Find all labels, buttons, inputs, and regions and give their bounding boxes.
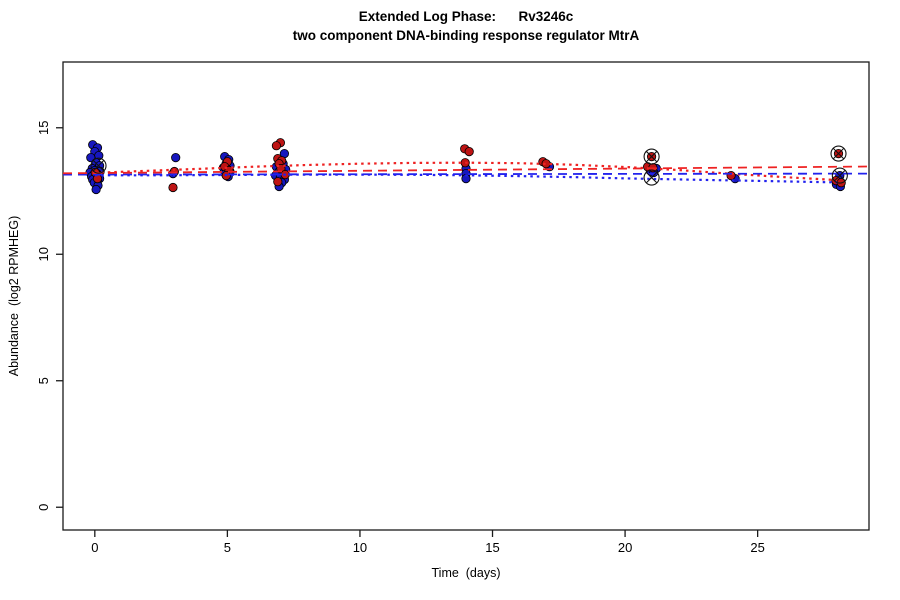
x-axis-label: Time (days) [431, 566, 501, 580]
x-axis-tick-label: 20 [618, 540, 632, 555]
y-axis-tick-label: 10 [36, 247, 51, 261]
x-axis-tick-label: 0 [91, 540, 98, 555]
flagged-point-x-icon [645, 150, 658, 163]
x-axis-tick-label: 15 [485, 540, 499, 555]
data-point-red [726, 171, 736, 181]
y-axis-tick-label: 0 [36, 504, 51, 511]
flagged-point-circle-icon [643, 148, 660, 165]
x-axis-tick-label: 25 [750, 540, 764, 555]
data-point-blue [91, 184, 101, 195]
y-axis-tick-label: 5 [36, 377, 51, 384]
y-axis-tick-label: 15 [36, 121, 51, 135]
plot-box [62, 61, 870, 531]
flagged-point-x-icon [645, 171, 658, 184]
y-axis-label: Abundance (log2 RPMHEG) [7, 215, 21, 377]
chart-title: Extended Log Phase: Rv3246c [358, 9, 574, 24]
data-point-red [168, 182, 178, 193]
flagged-point-x-icon [834, 169, 846, 182]
data-point-red [271, 141, 281, 151]
trend-line-red-loess-dotted [94, 161, 838, 182]
data-point-red [92, 174, 103, 184]
x-axis-tick-label: 5 [224, 540, 231, 555]
flagged-point-x-icon [92, 160, 105, 172]
flagged-point-x-icon [832, 147, 845, 160]
data-point-red [464, 147, 474, 157]
flagged-point-circle-icon [830, 145, 847, 162]
x-axis-tick-label: 10 [353, 540, 367, 555]
flagged-point-circle-icon [643, 169, 660, 186]
data-point-red [273, 177, 283, 187]
flagged-point-circle-icon [831, 167, 848, 184]
data-point-blue [171, 153, 181, 163]
flagged-point-circle-icon [90, 157, 107, 174]
chart-subtitle: two component DNA-binding response regul… [292, 28, 640, 43]
